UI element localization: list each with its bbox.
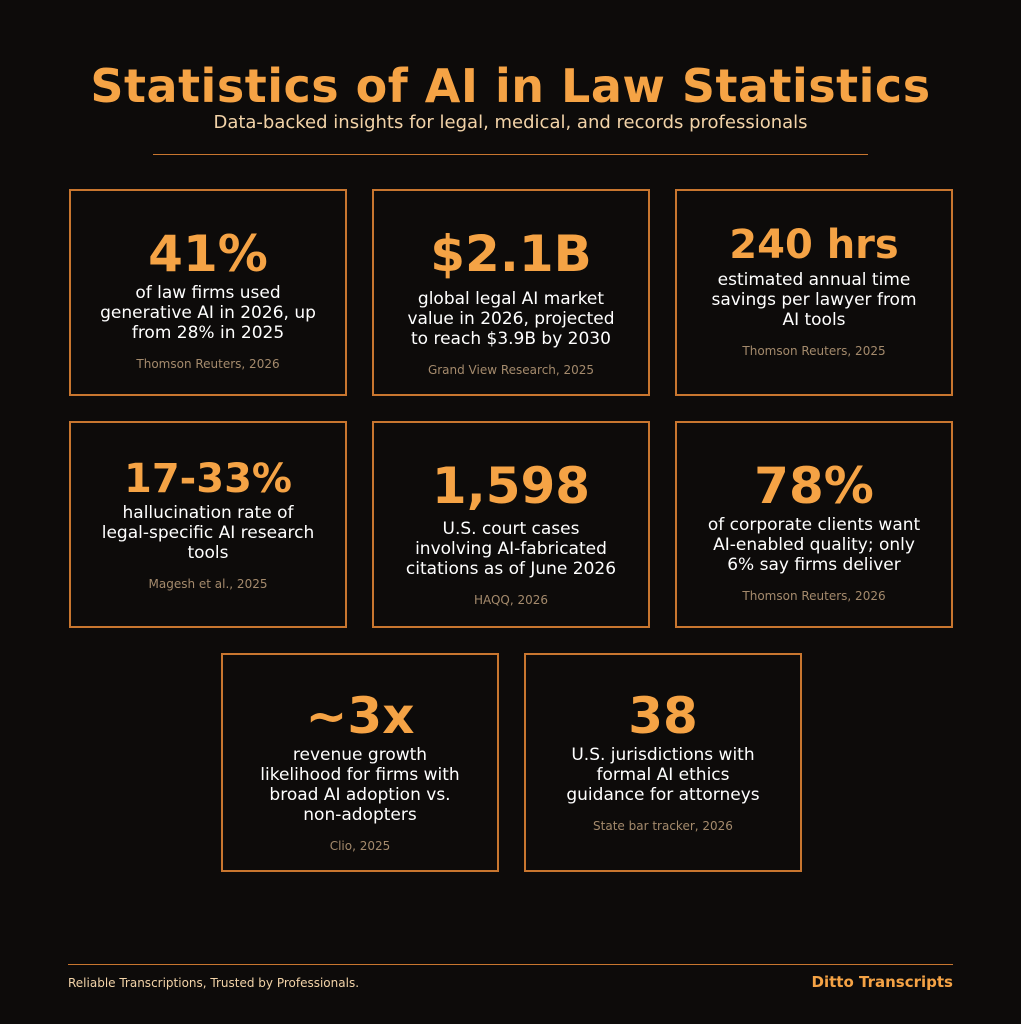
stat-description-line: of law firms used (135, 283, 281, 303)
stat-value: 38 (628, 687, 698, 745)
stat-description-line: involving AI-fabricated (415, 539, 607, 559)
stat-description-line: formal AI ethics (596, 765, 730, 785)
stat-card: 1,598 U.S. court cases involving AI-fabr… (372, 421, 650, 628)
stat-description-line: to reach $3.9B by 2030 (411, 329, 611, 349)
stat-description-line: non-adopters (303, 805, 417, 825)
stat-value: 41% (148, 225, 268, 283)
footer-tagline: Reliable Transcriptions, Trusted by Prof… (68, 976, 360, 990)
stat-description-line: estimated annual time (717, 270, 911, 290)
stat-description-line: tools (187, 543, 229, 563)
stat-description-line: broad AI adoption vs. (269, 785, 451, 805)
stat-source: State bar tracker, 2026 (593, 819, 733, 833)
stat-description-line: savings per lawyer from (711, 290, 917, 310)
stat-description-line: value in 2026, projected (407, 309, 615, 329)
stat-description-line: revenue growth (292, 745, 428, 765)
page-subtitle: Data-backed insights for legal, medical,… (213, 112, 808, 133)
stat-source: Thomson Reuters, 2025 (742, 344, 886, 358)
stat-description-line: guidance for attorneys (566, 785, 760, 805)
stat-card: ~3x revenue growth likelihood for firms … (221, 653, 499, 872)
stat-card: 41% of law firms used generative AI in 2… (69, 189, 347, 396)
stat-source: Grand View Research, 2025 (427, 363, 595, 377)
footer-divider (68, 964, 953, 965)
stat-description: of corporate clients want AI-enabled qua… (694, 515, 934, 575)
stat-value: 240 hrs (729, 222, 899, 268)
stat-description: of law firms used generative AI in 2026,… (86, 283, 330, 343)
stat-description-line: 6% say firms deliver (727, 555, 901, 575)
stat-description-line: AI-enabled quality; only (713, 535, 915, 555)
stat-value: 78% (754, 457, 874, 515)
stat-source: Thomson Reuters, 2026 (742, 589, 886, 603)
stat-card: 240 hrs estimated annual time savings pe… (675, 189, 953, 396)
stat-description-line: legal-specific AI research (101, 523, 315, 543)
stat-card: $2.1B global legal AI market value in 20… (372, 189, 650, 396)
stat-card: 78% of corporate clients want AI-enabled… (675, 421, 953, 628)
stat-description-line: hallucination rate of (122, 503, 294, 523)
stat-description-line: generative AI in 2026, up (100, 303, 316, 323)
stat-description-line: global legal AI market (417, 289, 605, 309)
stat-description-line: from 28% in 2025 (131, 323, 285, 343)
stat-description-line: U.S. jurisdictions with (571, 745, 755, 765)
page-title: Statistics of AI in Law Statistics (90, 59, 931, 113)
title-divider (153, 154, 868, 155)
stat-source: Clio, 2025 (329, 839, 391, 853)
stat-value: ~3x (305, 687, 415, 745)
stat-description: estimated annual time savings per lawyer… (697, 270, 930, 330)
stat-description: hallucination rate of legal-specific AI … (88, 503, 328, 563)
stat-description: global legal AI market value in 2026, pr… (393, 289, 628, 349)
stat-description-line: U.S. court cases (442, 519, 580, 539)
stat-source: HAQQ, 2026 (473, 593, 549, 607)
stat-description: U.S. court cases involving AI-fabricated… (392, 519, 630, 579)
stat-description: U.S. jurisdictions with formal AI ethics… (552, 745, 773, 805)
footer-brand: Ditto Transcripts (811, 973, 953, 991)
stat-card: 17-33% hallucination rate of legal-speci… (69, 421, 347, 628)
stat-description-line: of corporate clients want (707, 515, 921, 535)
stat-description: revenue growth likelihood for firms with… (246, 745, 473, 825)
stat-value: 1,598 (431, 457, 591, 515)
stat-value: 17-33% (123, 456, 292, 502)
stat-description-line: citations as of June 2026 (405, 559, 617, 579)
stat-description-line: AI tools (782, 310, 846, 330)
stat-card: 38 U.S. jurisdictions with formal AI eth… (524, 653, 802, 872)
stat-description-line: likelihood for firms with (260, 765, 460, 785)
stat-source: Magesh et al., 2025 (148, 577, 268, 591)
stat-value: $2.1B (430, 225, 592, 283)
stat-source: Thomson Reuters, 2026 (136, 357, 280, 371)
